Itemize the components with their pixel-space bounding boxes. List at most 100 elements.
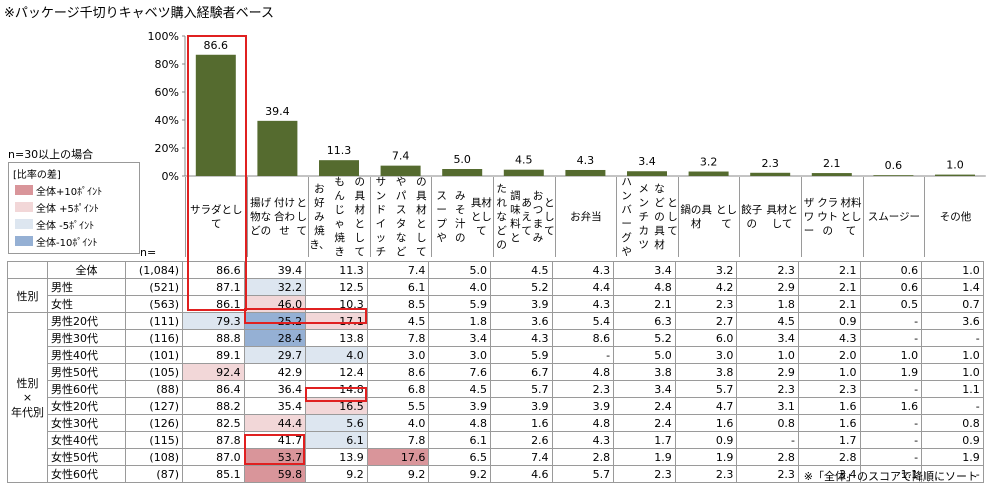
category-label-line: の具材として bbox=[354, 176, 365, 258]
table-cell: 9.2 bbox=[366, 465, 430, 483]
data-table: 全体 (1,084) 86.6 39.4 11.3 7.4 5.0 4.5 4.3 3.4 3.2 2… bbox=[7, 261, 984, 483]
table-cell: 6.7 bbox=[489, 363, 553, 381]
table-cell: - bbox=[736, 431, 799, 449]
table-cell: 5.2 bbox=[613, 329, 676, 347]
table-cell: - bbox=[859, 380, 923, 398]
row-label: 男性60代 bbox=[47, 380, 126, 398]
table-cell: - bbox=[859, 431, 923, 449]
table-cell: 35.4 bbox=[243, 397, 307, 415]
table-cell: 3.9 bbox=[551, 397, 615, 415]
table-cell: 2.1 bbox=[613, 295, 676, 313]
row-sample-size: (126) bbox=[125, 414, 183, 432]
bar-value-label: 7.4 bbox=[392, 150, 410, 163]
bar bbox=[257, 120, 298, 176]
table-cell: 0.8 bbox=[736, 414, 799, 432]
table-cell: 92.4 bbox=[182, 363, 245, 381]
category-label-line: として bbox=[715, 204, 737, 230]
table-cell: 14.8 bbox=[305, 380, 368, 398]
legend-item: 全体-10ﾎﾟｲﾝﾄ bbox=[15, 234, 98, 249]
table-cell: 5.7 bbox=[489, 380, 553, 398]
legend-label: 全体-10ﾎﾟｲﾝﾄ bbox=[36, 237, 98, 249]
table-cell: 0.5 bbox=[859, 295, 923, 313]
table-cell: 3.8 bbox=[613, 363, 676, 381]
y-tick-label: 0% bbox=[162, 170, 179, 183]
category-label: 揚げ物などの 付け合わせ として bbox=[246, 177, 309, 257]
table-cell: 4.3 bbox=[551, 261, 615, 279]
bar bbox=[811, 173, 852, 176]
table-cell: 86.4 bbox=[182, 380, 245, 398]
category-label-line: メンチカツ bbox=[638, 183, 650, 251]
table-cell: 4.5 bbox=[489, 261, 553, 279]
table-cell: 1.0 bbox=[921, 261, 984, 279]
table-cell: 2.7 bbox=[674, 312, 738, 330]
table-cell: 3.4 bbox=[613, 380, 676, 398]
row-sample-size: (88) bbox=[125, 380, 183, 398]
table-cell: 4.3 bbox=[797, 329, 861, 347]
table-cell: 53.7 bbox=[243, 448, 307, 466]
row-sample-size: (101) bbox=[125, 346, 183, 364]
table-cell: 2.3 bbox=[736, 380, 799, 398]
table-cell: 7.8 bbox=[366, 431, 430, 449]
table-cell: 86.6 bbox=[182, 261, 245, 279]
bar-value-label: 0.6 bbox=[885, 159, 903, 172]
table-row: 女性60代 (87) 85.1 59.8 9.2 9.2 9.2 4.6 5.7 2.3 2.3 2.… bbox=[8, 465, 984, 483]
row-label: 男性30代 bbox=[47, 329, 126, 347]
table-cell: 4.3 bbox=[551, 431, 615, 449]
table-cell: 4.2 bbox=[674, 278, 738, 296]
table-cell: - bbox=[859, 414, 923, 432]
table-cell: 4.6 bbox=[489, 465, 553, 483]
table-cell: 2.6 bbox=[489, 431, 553, 449]
group-label-line: × bbox=[22, 391, 33, 404]
table-cell: 6.3 bbox=[613, 312, 676, 330]
table-cell: 88.2 bbox=[182, 397, 245, 415]
table-cell: 4.7 bbox=[674, 397, 738, 415]
table-cell: 5.7 bbox=[674, 380, 738, 398]
row-sample-size: (108) bbox=[125, 448, 183, 466]
table-row: 男性50代 (105) 92.4 42.9 12.4 8.6 7.6 6.7 4.8 3.8 3.8… bbox=[8, 363, 984, 381]
row-label: 女性40代 bbox=[47, 431, 126, 449]
table-cell: 85.1 bbox=[182, 465, 245, 483]
category-label: スープや みそ汁の 具材として bbox=[431, 177, 493, 257]
legend-header: [比率の差] bbox=[13, 170, 61, 181]
legend-swatch bbox=[15, 202, 33, 212]
category-label: ザワー クラウトの 材料として bbox=[801, 177, 863, 257]
table-cell: 7.4 bbox=[366, 261, 430, 279]
table-cell: 0.7 bbox=[921, 295, 984, 313]
category-label-line: たれなどの bbox=[496, 183, 507, 251]
table-cell: 4.8 bbox=[551, 414, 615, 432]
table-cell: - bbox=[921, 465, 984, 483]
category-label-line: 材料として bbox=[840, 197, 862, 237]
table-cell: 1.0 bbox=[736, 346, 799, 364]
table-cell: 2.3 bbox=[736, 465, 799, 483]
table-cell: 89.1 bbox=[182, 346, 245, 364]
table-cell: 1.6 bbox=[859, 397, 923, 415]
category-label-line: として bbox=[667, 197, 678, 237]
table-cell: 3.9 bbox=[489, 397, 553, 415]
row-label: 女性30代 bbox=[47, 414, 126, 432]
table-cell: 1.9 bbox=[921, 448, 984, 466]
legend-label: 全体+10ﾎﾟｲﾝﾄ bbox=[36, 186, 103, 198]
table-cell: 1.0 bbox=[921, 346, 984, 364]
category-label-line: ハンバーグや bbox=[621, 176, 632, 258]
category-label-line: スムージー bbox=[867, 211, 921, 223]
table-cell: 87.0 bbox=[182, 448, 245, 466]
table-cell: 5.9 bbox=[428, 295, 491, 313]
table-cell: 10.3 bbox=[305, 295, 368, 313]
table-cell: 39.4 bbox=[243, 261, 307, 279]
bar-value-label: 3.4 bbox=[638, 155, 656, 168]
group-label-line: 年代別 bbox=[11, 406, 44, 419]
category-label: たれなどの 調味料と あえて おつまみ として bbox=[493, 177, 555, 257]
table-cell: 7.6 bbox=[428, 363, 491, 381]
bar bbox=[873, 175, 914, 176]
table-cell: - bbox=[551, 346, 615, 364]
table-cell: 2.3 bbox=[674, 295, 738, 313]
category-label: ハンバーグや メンチカツ などの具材 として bbox=[616, 176, 678, 258]
table-cell: 8.5 bbox=[366, 295, 430, 313]
table-cell: 6.1 bbox=[366, 278, 430, 296]
bar-value-label: 11.3 bbox=[327, 144, 352, 157]
table-cell: 3.0 bbox=[428, 346, 491, 364]
category-label-line: もんじゃ焼き bbox=[334, 176, 345, 258]
table-cell: - bbox=[921, 329, 984, 347]
table-cell: 29.7 bbox=[243, 346, 307, 364]
y-tick-label: 60% bbox=[155, 86, 179, 99]
